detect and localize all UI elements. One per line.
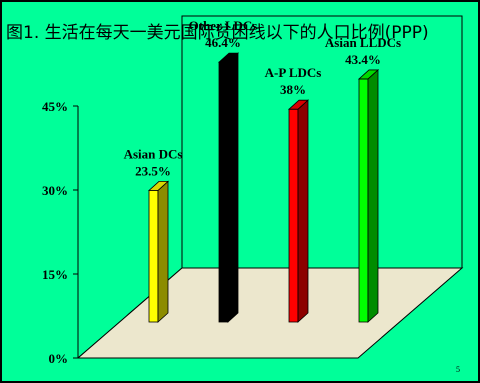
page-number: 5 xyxy=(456,365,460,374)
y-tick-label: 0% xyxy=(49,351,69,366)
bar-top xyxy=(217,52,240,63)
bar-label-name: Other LDCs xyxy=(189,18,258,33)
bar-side xyxy=(367,69,379,323)
y-tick-label: 15% xyxy=(42,267,68,282)
bar-label-name: Asian LLDCs xyxy=(325,35,401,50)
bar-front xyxy=(288,108,299,323)
bar-label-value: 23.5% xyxy=(135,163,171,178)
y-tick-label: 45% xyxy=(42,99,68,114)
bar-label-name: A-P LDCs xyxy=(265,65,322,80)
bar-label-value: 38% xyxy=(280,82,306,97)
bar-label-value: 43.4% xyxy=(345,52,381,67)
bar-side xyxy=(227,52,239,323)
bar-top xyxy=(147,180,170,191)
slide-title: 图1. 生活在每天一美元国际贫困线以下的人口比例(PPP) xyxy=(6,23,429,43)
bar-top xyxy=(357,69,380,80)
bar-front xyxy=(218,61,229,323)
bar xyxy=(147,180,170,323)
bar-side xyxy=(157,180,169,323)
bar-front xyxy=(148,189,159,323)
y-tick-label: 30% xyxy=(42,183,68,198)
bar-front xyxy=(358,78,369,323)
bar-side xyxy=(297,99,309,323)
bar xyxy=(287,99,310,323)
bar xyxy=(217,52,240,323)
bar xyxy=(357,69,380,323)
bar-label-name: Asian DCs xyxy=(124,146,183,161)
chart-floor xyxy=(76,267,464,359)
bar-top xyxy=(287,99,310,110)
bar-label-value: 46.4% xyxy=(205,35,241,50)
